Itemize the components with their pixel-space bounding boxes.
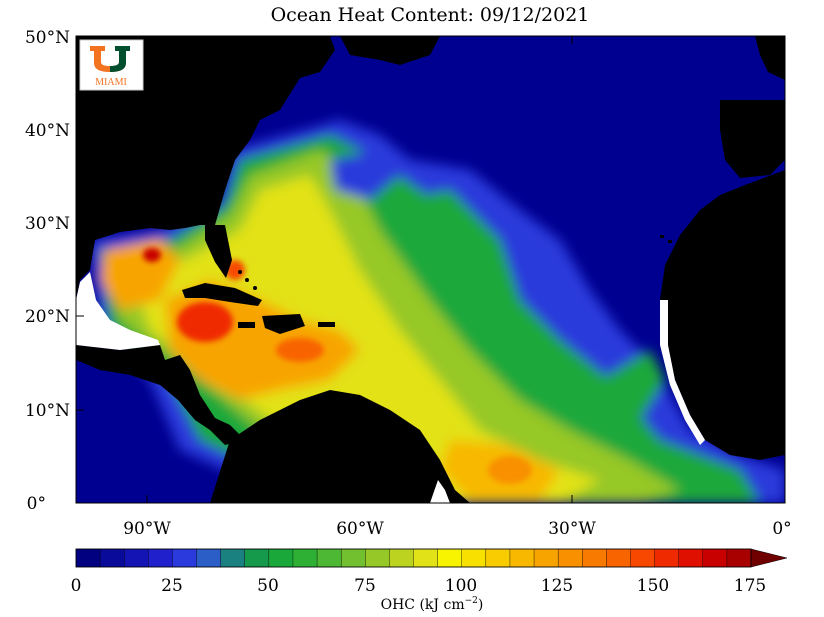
colorbar-cell (365, 548, 390, 568)
colorbar-label: 150 (637, 576, 669, 596)
jamaica-land (238, 322, 255, 328)
colorbar-label: 125 (541, 576, 573, 596)
colorbar-cell (124, 548, 149, 568)
colorbar-cell (244, 548, 270, 568)
longitude-labels: 90°W 60°W 30°W 0° (123, 519, 791, 539)
u-logo-icon (90, 46, 130, 72)
miami-logo-text: MIAMI (95, 77, 127, 88)
colorbar-cell (413, 548, 439, 568)
lat-label: 10°N (25, 401, 70, 421)
uk-land (755, 36, 785, 80)
colorbar-cell (461, 548, 487, 568)
greenland-fragment (340, 36, 440, 65)
colorbar-cell (533, 548, 559, 568)
north-america-land (76, 36, 335, 300)
coastal-gaps (76, 272, 705, 503)
map-title: Ocean Heat Content: 09/12/2021 (271, 4, 590, 26)
lat-label: 50°N (25, 28, 70, 48)
colorbar-cell (389, 548, 415, 568)
lat-label: 40°N (25, 121, 70, 141)
colorbar-cell (220, 548, 246, 568)
latitude-labels: 50°N 40°N 30°N 20°N 10°N 0° (25, 28, 70, 514)
colorbar-cell (485, 548, 511, 568)
ohc-heat-field (90, 120, 785, 503)
lat-label: 20°N (25, 307, 70, 327)
south-america-land (210, 390, 470, 503)
colorbar-cell (148, 548, 173, 568)
colorbar-cell (678, 548, 704, 568)
axis-ticks (76, 36, 785, 503)
africa-land (660, 170, 785, 460)
colorbar-cell (702, 548, 728, 568)
map-frame (75, 35, 786, 504)
colorbar-label: 100 (445, 576, 477, 596)
colorbar-cell (316, 548, 342, 568)
lat-label: 0° (27, 494, 46, 514)
lon-label: 0° (772, 519, 791, 539)
cuba-land (182, 283, 262, 306)
colorbar-label: 75 (354, 576, 376, 596)
colorbar-cell (292, 548, 318, 568)
colorbar-cell (172, 548, 198, 568)
colorbar-cell (630, 548, 656, 568)
colorbar-cell (437, 548, 463, 568)
lat-label: 30°N (25, 214, 70, 234)
land-masses (76, 36, 785, 503)
colorbar-cell (726, 548, 752, 568)
colorbar: 0 25 50 75 100 125 150 175 OHC (kJ cm−2) (71, 548, 788, 613)
colorbar-cell (196, 548, 222, 568)
colorbar-label: 0 (71, 576, 82, 596)
colorbar-cell (268, 548, 294, 568)
colorbar-cells (75, 548, 752, 568)
colorbar-frame (75, 548, 752, 568)
colorbar-unit-label: OHC (kJ cm−2) (381, 596, 484, 613)
colorbar-cell (606, 548, 631, 568)
miami-logo: MIAMI (79, 39, 144, 91)
map-area (76, 36, 785, 503)
colorbar-cell (75, 548, 101, 568)
lon-label: 60°W (336, 519, 384, 539)
lon-label: 90°W (123, 519, 171, 539)
colorbar-cell (509, 548, 535, 568)
central-america-land (76, 345, 245, 445)
colorbar-label: 25 (161, 576, 183, 596)
colorbar-label: 175 (734, 576, 766, 596)
florida-land (205, 225, 232, 278)
colorbar-cell (582, 548, 607, 568)
puerto-rico-land (318, 322, 335, 327)
colorbar-cell (99, 548, 125, 568)
colorbar-cell (557, 548, 583, 568)
lon-label: 30°W (548, 519, 596, 539)
colorbar-label: 50 (257, 576, 279, 596)
colorbar-cell (654, 548, 680, 568)
europe-land (720, 100, 785, 178)
colorbar-overflow-arrow (750, 548, 788, 568)
hispaniola-land (262, 314, 305, 334)
colorbar-labels: 0 25 50 75 100 125 150 175 (71, 576, 767, 596)
colorbar-cell (340, 548, 366, 568)
